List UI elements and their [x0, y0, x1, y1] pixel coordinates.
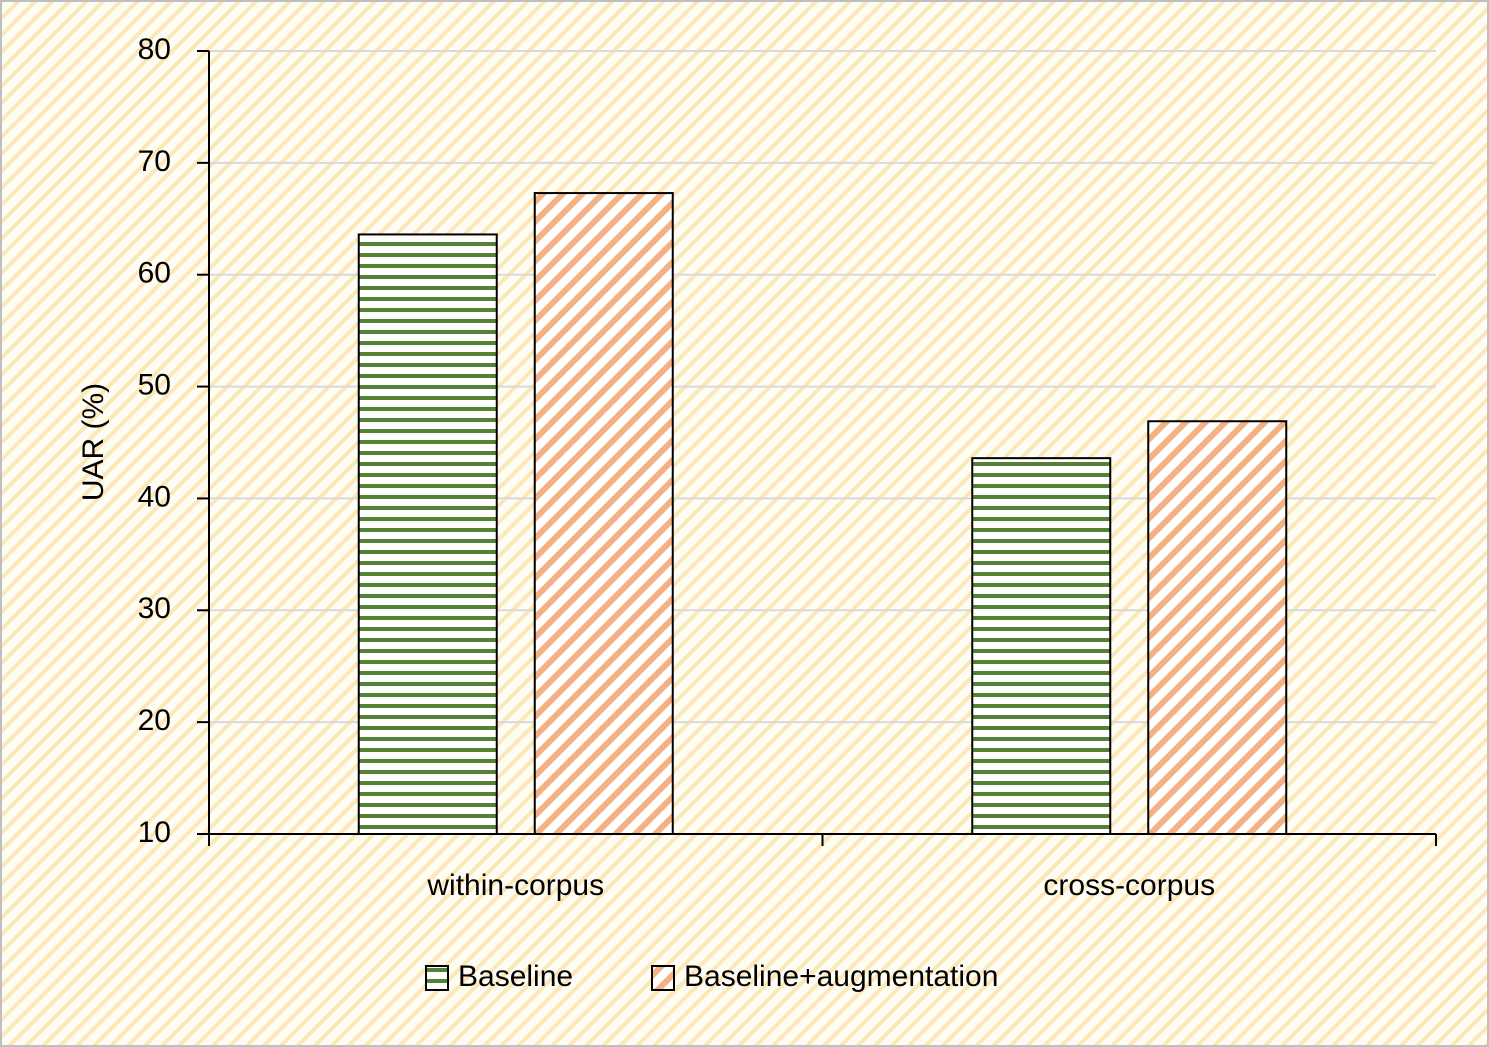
- legend-label: Baseline: [458, 960, 573, 993]
- y-tick-label: 70: [138, 145, 171, 178]
- bar: [1147, 420, 1288, 835]
- legend-swatch: [651, 965, 675, 991]
- y-tick-label: 50: [138, 368, 171, 401]
- y-tick-label: 20: [138, 704, 171, 737]
- y-tick-label: 40: [138, 480, 171, 513]
- bar: [533, 192, 674, 835]
- y-tick-label: 60: [138, 257, 171, 290]
- legend-swatch: [425, 965, 449, 991]
- bar: [971, 457, 1112, 835]
- x-tick-label: within-corpus: [426, 869, 604, 902]
- y-tick-label: 30: [138, 592, 171, 625]
- x-tick-label: cross-corpus: [1043, 869, 1215, 902]
- y-tick-label: 10: [138, 816, 171, 849]
- bar: [357, 233, 498, 835]
- y-tick-label: 80: [138, 33, 171, 66]
- legend-label: Baseline+augmentation: [684, 960, 998, 993]
- y-axis-label: UAR (%): [77, 383, 110, 501]
